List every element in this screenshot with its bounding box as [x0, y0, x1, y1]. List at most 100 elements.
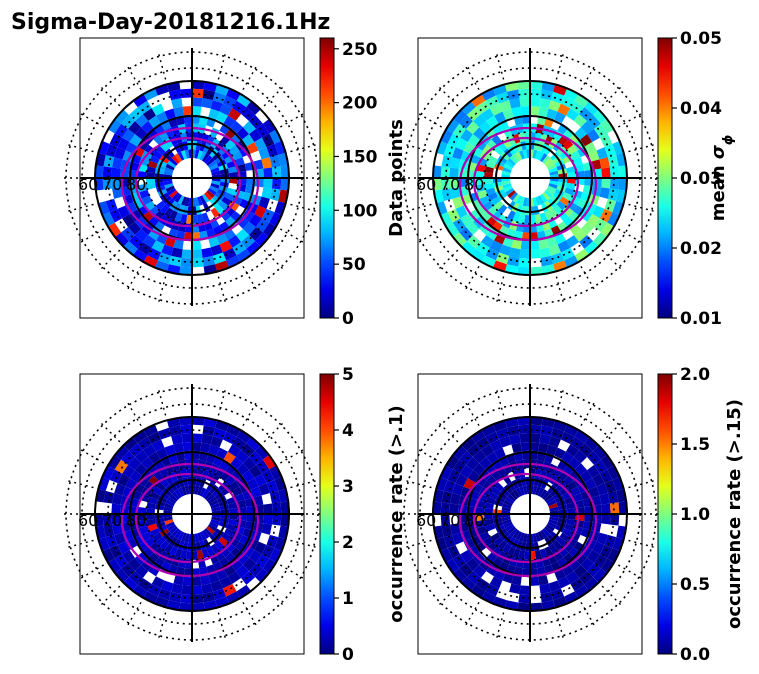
heatmap-cell: [141, 120, 154, 134]
heatmap-cell: [452, 483, 464, 496]
heatmap-cell: [499, 100, 512, 112]
heatmap-cell: [263, 514, 273, 525]
meridian-tick: [125, 63, 142, 91]
heatmap-cell: [249, 550, 262, 564]
heatmap-cell: [169, 493, 178, 502]
heatmap-cell: [580, 120, 594, 135]
heatmap-cell: [559, 532, 570, 543]
heatmap-cell: [134, 450, 149, 464]
heatmap-cell: [562, 528, 573, 537]
heatmap-cell: [519, 249, 530, 259]
heatmap-cell: [204, 192, 213, 201]
heatmap-cell: [153, 221, 165, 233]
heatmap-cell: [599, 157, 610, 169]
heatmap-cell: [137, 514, 147, 522]
heatmap-cell: [242, 545, 255, 558]
heatmap-cell: [214, 204, 225, 215]
heatmap-cell: [132, 248, 148, 263]
heatmap-cell: [250, 486, 262, 498]
heatmap-cell: [208, 236, 220, 248]
heatmap-cell: [147, 431, 162, 445]
heatmap-cell: [182, 106, 192, 116]
meridian-tick: [463, 265, 480, 293]
heatmap-cell: [246, 241, 262, 256]
heatmap-cell: [484, 182, 494, 190]
heatmap-cell: [587, 128, 600, 142]
heatmap-cell: [587, 114, 601, 129]
heatmap-cell: [192, 257, 204, 268]
heatmap-cell: [202, 529, 210, 539]
polar-panel-bottom-right: 60 70 80 0.0 0.5 1.0 1.5 2.0 occurrence rate (>.…: [398, 365, 745, 665]
colorbar-tick-label: 100: [342, 201, 378, 221]
heatmap-cell: [452, 568, 467, 584]
heatmap-cell: [219, 459, 231, 471]
heatmap-cell: [540, 529, 548, 539]
heatmap-cell: [207, 496, 217, 504]
heatmap-cell: [564, 187, 575, 196]
heatmap-cell: [209, 499, 219, 507]
heatmap-cell: [199, 531, 207, 541]
heatmap-cell: [452, 147, 464, 160]
heatmap-cell: [562, 192, 573, 201]
heatmap-cell: [509, 247, 521, 258]
heatmap-cell: [204, 491, 213, 500]
heatmap-cell: [501, 180, 511, 186]
heatmap-cell: [137, 520, 148, 529]
heatmap-cell: [112, 187, 123, 199]
heatmap-cell: [568, 456, 581, 470]
heatmap-cell: [216, 111, 228, 124]
colorbar-gradient: [657, 37, 673, 319]
heatmap-cell: [167, 524, 177, 532]
heatmap-cell: [519, 433, 530, 443]
heatmap-cell: [226, 523, 237, 532]
heatmap-cell: [114, 554, 129, 569]
meridian-tick: [402, 203, 432, 213]
heatmap-cell: [132, 93, 148, 108]
heatmap-cell: [137, 139, 149, 151]
heatmap-cell: [599, 133, 613, 148]
meridian-tick: [617, 228, 645, 245]
heatmap-cell: [550, 252, 565, 265]
colorbar-tick-label: 50: [342, 255, 366, 275]
heatmap-cell: [159, 204, 170, 215]
heatmap-cell: [112, 523, 123, 535]
meridian-tick: [555, 386, 565, 416]
heatmap-cell: [491, 210, 502, 222]
heatmap-cell: [535, 486, 541, 496]
heatmap-cell: [192, 476, 197, 486]
colorbar-tick-label: 3: [342, 477, 354, 497]
heatmap-cell: [455, 205, 468, 219]
heatmap-cell: [261, 187, 272, 199]
heatmap-cell: [201, 583, 213, 594]
heatmap-cell: [600, 222, 615, 238]
heatmap-cell: [132, 584, 148, 599]
heatmap-cell: [122, 128, 135, 142]
heatmap-cell: [520, 140, 527, 151]
heatmap-cell: [219, 517, 230, 524]
heatmap-cell: [141, 211, 154, 223]
heatmap-cell: [440, 514, 451, 526]
heatmap-cell: [466, 456, 480, 471]
heatmap-cell: [492, 181, 503, 188]
heatmap-cell: [486, 115, 499, 128]
heatmap-cell: [558, 173, 568, 178]
heatmap-cell: [269, 548, 283, 563]
heatmap-cell: [164, 503, 174, 509]
heatmap-cell: [161, 244, 174, 256]
heatmap-cell: [185, 551, 192, 560]
heatmap-cell: [137, 100, 152, 115]
heatmap-cell: [596, 532, 608, 545]
heatmap-cell: [117, 473, 130, 487]
heatmap-cell: [181, 150, 187, 160]
heatmap-cell: [570, 436, 585, 451]
heatmap-cell: [522, 197, 528, 207]
heatmap-cell: [470, 93, 486, 108]
heatmap-cell: [479, 456, 492, 470]
meridian-tick: [64, 203, 94, 213]
colorbar-tick-label: 0.02: [680, 239, 722, 259]
heatmap-cell: [509, 583, 521, 594]
heatmap-cell: [460, 100, 476, 115]
heatmap-cell: [221, 485, 232, 496]
heatmap-cell: [515, 195, 523, 205]
heatmap-cell: [125, 538, 138, 550]
